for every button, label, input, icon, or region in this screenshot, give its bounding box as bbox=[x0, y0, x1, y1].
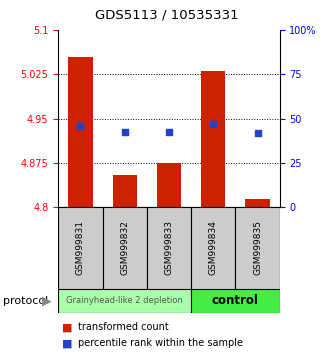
Bar bbox=[157, 164, 181, 207]
Text: GSM999831: GSM999831 bbox=[76, 220, 85, 275]
Text: GSM999834: GSM999834 bbox=[209, 220, 218, 275]
Point bbox=[166, 129, 172, 135]
Bar bbox=[68, 57, 93, 207]
Text: transformed count: transformed count bbox=[78, 322, 169, 332]
Text: ▶: ▶ bbox=[42, 295, 51, 307]
Point bbox=[211, 122, 216, 127]
Point bbox=[255, 130, 260, 136]
Bar bbox=[113, 175, 137, 207]
Bar bbox=[201, 72, 225, 207]
Text: GSM999833: GSM999833 bbox=[165, 220, 173, 275]
Bar bbox=[58, 289, 191, 313]
Bar bbox=[147, 207, 191, 289]
Text: ■: ■ bbox=[62, 338, 72, 348]
Text: GSM999832: GSM999832 bbox=[120, 220, 129, 275]
Text: GSM999835: GSM999835 bbox=[253, 220, 262, 275]
Bar bbox=[245, 199, 270, 207]
Point bbox=[78, 123, 83, 129]
Text: ■: ■ bbox=[62, 322, 72, 332]
Text: GDS5113 / 10535331: GDS5113 / 10535331 bbox=[95, 9, 238, 22]
Text: percentile rank within the sample: percentile rank within the sample bbox=[78, 338, 243, 348]
Point bbox=[122, 129, 128, 135]
Bar bbox=[191, 289, 280, 313]
Bar bbox=[58, 207, 103, 289]
Text: protocol: protocol bbox=[3, 296, 49, 306]
Bar bbox=[103, 207, 147, 289]
Text: Grainyhead-like 2 depletion: Grainyhead-like 2 depletion bbox=[66, 296, 183, 306]
Bar bbox=[191, 207, 235, 289]
Bar bbox=[235, 207, 280, 289]
Text: control: control bbox=[212, 295, 259, 307]
